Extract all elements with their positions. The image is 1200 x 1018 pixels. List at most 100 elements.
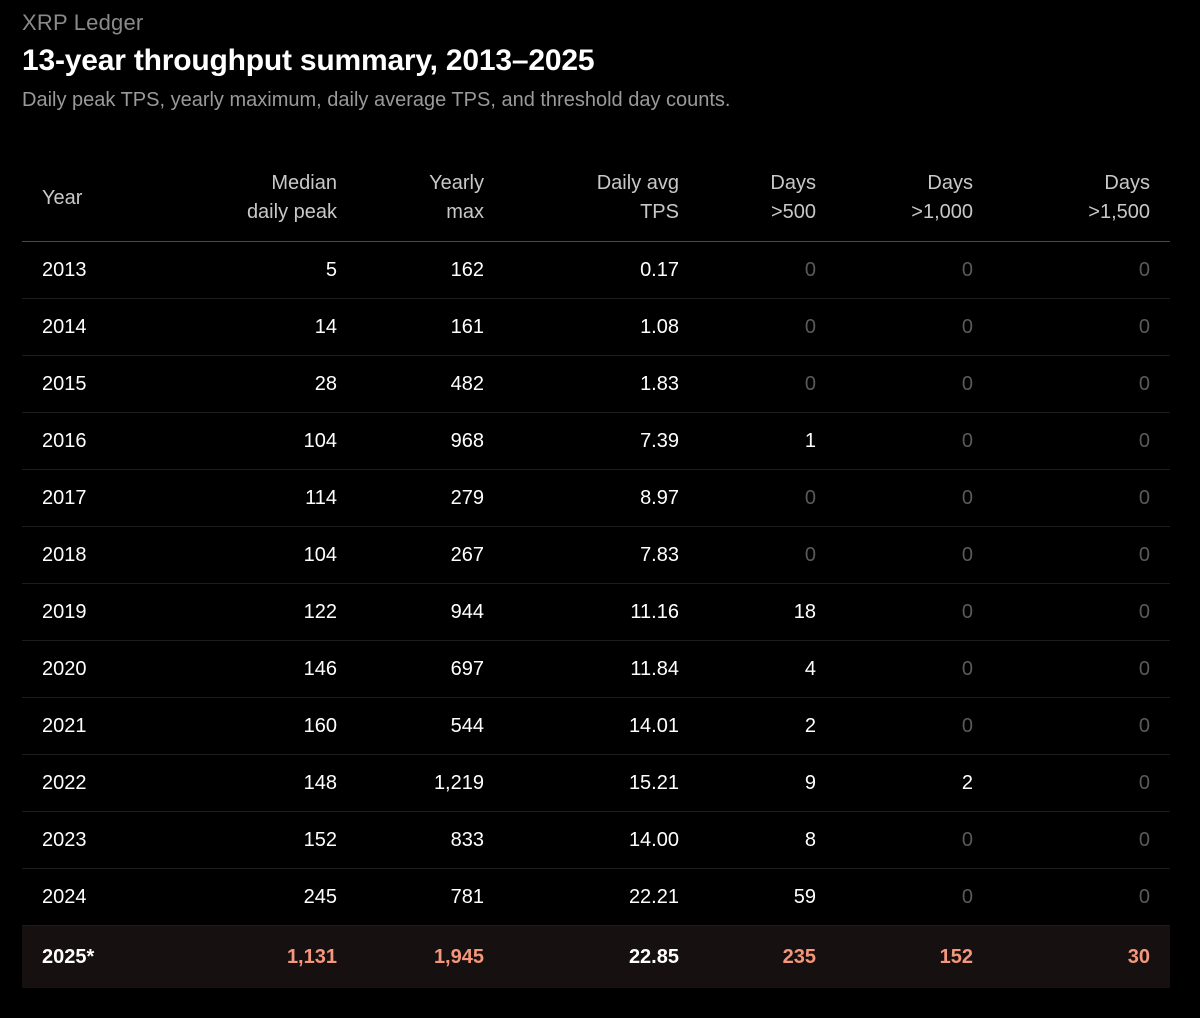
table-cell-days-1500: 0: [993, 298, 1170, 356]
table-cell-median-daily-peak: 114: [172, 469, 357, 527]
column-header-line: max: [446, 201, 484, 223]
table-cell-yearly-max: 781: [357, 868, 504, 926]
column-header-median-daily-peak: Median daily peak: [172, 155, 357, 242]
table-cell-days-500: 0: [699, 355, 836, 413]
table-cell-days-1000: 0: [836, 640, 993, 698]
column-header-line: Median: [271, 172, 337, 194]
table-cell-days-1000: 0: [836, 298, 993, 356]
table-cell-days-1500: 0: [993, 355, 1170, 413]
table-cell-days-500: 18: [699, 583, 836, 641]
table-cell-daily-avg-tps: 22.85: [504, 925, 699, 988]
table-cell-days-500: 0: [699, 526, 836, 584]
column-header-daily-avg-tps: Daily avg TPS: [504, 155, 699, 242]
table-cell-days-1000: 0: [836, 412, 993, 470]
column-header-days-1000: Days >1,000: [836, 155, 993, 242]
column-header-days-1500: Days >1,500: [993, 155, 1170, 242]
table-cell-year: 2025*: [22, 925, 172, 988]
table-cell-year: 2016: [22, 412, 172, 470]
table-row: 2021 160 544 14.01 2 0 0: [22, 697, 1170, 755]
table-cell-daily-avg-tps: 7.39: [504, 412, 699, 470]
table-cell-daily-avg-tps: 8.97: [504, 469, 699, 527]
table-row: 2015 28 482 1.83 0 0 0: [22, 355, 1170, 413]
table-cell-days-1000: 0: [836, 811, 993, 869]
table-cell-daily-avg-tps: 7.83: [504, 526, 699, 584]
table-cell-yearly-max: 697: [357, 640, 504, 698]
table-cell-yearly-max: 544: [357, 697, 504, 755]
table-cell-days-500: 1: [699, 412, 836, 470]
table-cell-yearly-max: 944: [357, 583, 504, 641]
table-cell-days-1000: 0: [836, 868, 993, 926]
table-cell-days-1500: 0: [993, 868, 1170, 926]
column-header-year: Year: [22, 155, 172, 242]
table-cell-days-1000: 152: [836, 925, 993, 988]
column-header-line: >500: [770, 201, 816, 223]
table-row: 2018 104 267 7.83 0 0 0: [22, 526, 1170, 584]
table-cell-median-daily-peak: 14: [172, 298, 357, 356]
table-row: 2022 148 1,219 15.21 9 2 0: [22, 754, 1170, 812]
table-cell-median-daily-peak: 1,131: [172, 925, 357, 988]
table-row: 2016 104 968 7.39 1 0 0: [22, 412, 1170, 470]
table-cell-daily-avg-tps: 1.08: [504, 298, 699, 356]
table-cell-year: 2023: [22, 811, 172, 869]
column-header-line: Yearly: [429, 172, 484, 194]
column-header-line: daily peak: [246, 201, 337, 223]
page-title: 13-year throughput summary, 2013–2025: [22, 44, 595, 77]
column-header-line: Days: [770, 172, 816, 194]
page-subtitle: Daily peak TPS, yearly maximum, daily av…: [22, 89, 731, 111]
table-cell-year: 2024: [22, 868, 172, 926]
table-row: 2013 5 162 0.17 0 0 0: [22, 241, 1170, 299]
table-cell-daily-avg-tps: 14.01: [504, 697, 699, 755]
table-cell-daily-avg-tps: 1.83: [504, 355, 699, 413]
table-cell-days-500: 8: [699, 811, 836, 869]
column-header-yearly-max: Yearly max: [357, 155, 504, 242]
table-cell-days-500: 59: [699, 868, 836, 926]
table-cell-yearly-max: 968: [357, 412, 504, 470]
column-header-line: Daily avg: [596, 172, 679, 194]
table-cell-median-daily-peak: 148: [172, 754, 357, 812]
table-row: 2014 14 161 1.08 0 0 0: [22, 298, 1170, 356]
kicker-label: XRP Ledger: [22, 10, 144, 35]
table-cell-year: 2017: [22, 469, 172, 527]
table-cell-daily-avg-tps: 11.16: [504, 583, 699, 641]
table-cell-median-daily-peak: 146: [172, 640, 357, 698]
table-row: 2024 245 781 22.21 59 0 0: [22, 868, 1170, 926]
table-cell-median-daily-peak: 104: [172, 412, 357, 470]
table-row: 2020 146 697 11.84 4 0 0: [22, 640, 1170, 698]
table-row: 2023 152 833 14.00 8 0 0: [22, 811, 1170, 869]
table-cell-year: 2019: [22, 583, 172, 641]
table-cell-days-500: 0: [699, 298, 836, 356]
table-row: 2017 114 279 8.97 0 0 0: [22, 469, 1170, 527]
table-cell-days-1500: 0: [993, 469, 1170, 527]
table-cell-year: 2015: [22, 355, 172, 413]
table-cell-days-1000: 2: [836, 754, 993, 812]
table-cell-days-1500: 0: [993, 526, 1170, 584]
table-row-highlighted: 2025* 1,131 1,945 22.85 235 152 30: [22, 925, 1170, 988]
table-cell-yearly-max: 482: [357, 355, 504, 413]
table-cell-daily-avg-tps: 15.21: [504, 754, 699, 812]
column-header-line: >1,500: [1088, 201, 1150, 223]
table-cell-daily-avg-tps: 0.17: [504, 241, 699, 299]
table-cell-days-1500: 30: [993, 925, 1170, 988]
table-cell-days-1000: 0: [836, 469, 993, 527]
table-cell-days-1500: 0: [993, 697, 1170, 755]
table-header-row: Year Median daily peak Yearly max Daily avg TP…: [22, 155, 1170, 242]
table-cell-yearly-max: 162: [357, 241, 504, 299]
column-header-line: Days: [1104, 172, 1150, 194]
table-cell-year: 2020: [22, 640, 172, 698]
table-cell-days-1500: 0: [993, 754, 1170, 812]
table-cell-days-1500: 0: [993, 241, 1170, 299]
table-cell-days-1000: 0: [836, 241, 993, 299]
column-header-line: Year: [42, 186, 83, 209]
table-cell-year: 2022: [22, 754, 172, 812]
table-cell-yearly-max: 833: [357, 811, 504, 869]
table-cell-yearly-max: 161: [357, 298, 504, 356]
table-cell-median-daily-peak: 122: [172, 583, 357, 641]
table-cell-days-500: 2: [699, 697, 836, 755]
table-cell-days-500: 0: [699, 469, 836, 527]
table-cell-median-daily-peak: 28: [172, 355, 357, 413]
table-cell-days-500: 9: [699, 754, 836, 812]
table-cell-median-daily-peak: 152: [172, 811, 357, 869]
table-cell-median-daily-peak: 245: [172, 868, 357, 926]
table-cell-days-1000: 0: [836, 355, 993, 413]
table-cell-year: 2013: [22, 241, 172, 299]
